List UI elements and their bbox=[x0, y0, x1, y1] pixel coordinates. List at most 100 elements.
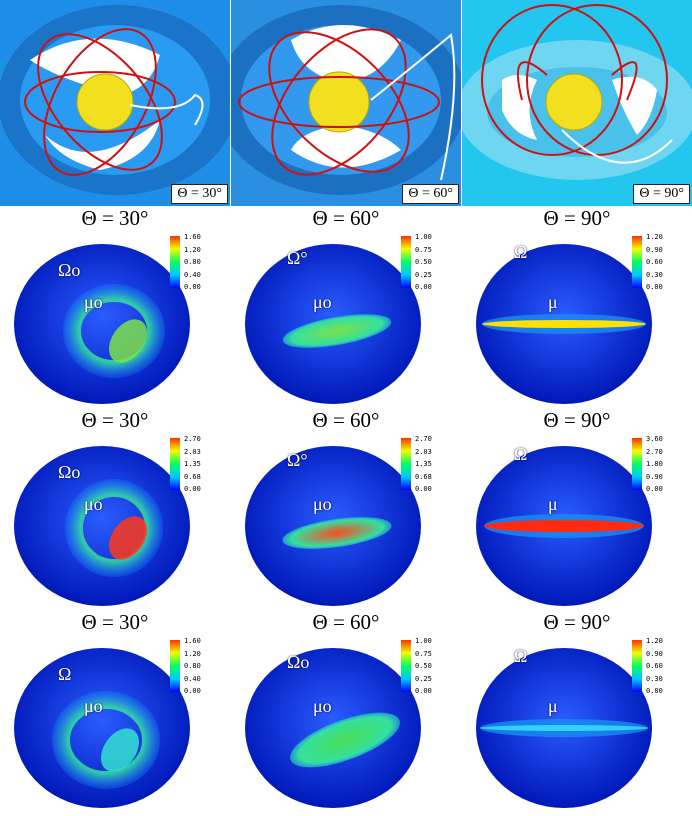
disk-title: Θ = 60° bbox=[312, 408, 380, 432]
colorbar-tick-label: 0.75 bbox=[415, 245, 432, 254]
colorbar-tick-label: 1.00 bbox=[415, 233, 432, 241]
render-panel-90: Θ = 90° bbox=[462, 0, 692, 206]
colorbar bbox=[170, 438, 180, 490]
disk-panel: Θ = 60° Ωo μo 0.00 0.25 0.50 0.75 1.00 bbox=[231, 610, 461, 810]
colorbar-tick-label: 0.00 bbox=[415, 283, 432, 291]
mu-label: μ bbox=[548, 494, 558, 514]
disk-plot bbox=[245, 236, 421, 404]
omega-label: Ω° bbox=[287, 450, 308, 470]
colorbar bbox=[401, 236, 411, 288]
colorbar-ticks: 0.00 0.25 0.50 0.75 1.00 bbox=[415, 637, 432, 695]
colorbar-tick-label: 0.50 bbox=[415, 662, 432, 670]
disk-plot bbox=[476, 438, 652, 606]
colorbar-tick-label: 1.20 bbox=[184, 245, 201, 254]
colorbar-tick-label: 0.90 bbox=[646, 472, 663, 481]
mu-label: μo bbox=[84, 292, 103, 312]
colorbar-tick-label: 0.40 bbox=[184, 270, 201, 279]
colorbar bbox=[170, 640, 180, 692]
colorbar-tick-label: 0.25 bbox=[415, 674, 432, 683]
disk-title: Θ = 90° bbox=[543, 610, 611, 634]
colorbar-tick-label: 0.00 bbox=[646, 485, 663, 493]
omega-label: Ω bbox=[58, 664, 72, 684]
disk-plot bbox=[476, 236, 652, 404]
colorbar-tick-label: 0.00 bbox=[184, 283, 201, 291]
disk-title: Θ = 30° bbox=[81, 610, 149, 634]
omega-label: Ωo bbox=[58, 260, 81, 280]
colorbar-tick-label: 0.00 bbox=[646, 687, 663, 695]
disk-title: Θ = 30° bbox=[81, 206, 149, 230]
colorbar-tick-label: 0.80 bbox=[184, 662, 201, 670]
colorbar-tick-label: 1.20 bbox=[184, 649, 201, 658]
colorbar-tick-label: 2.70 bbox=[184, 435, 201, 443]
disk-panel: Θ = 30° Ωo μo 0.00 0.68 1.35 2.03 2.70 bbox=[0, 408, 230, 608]
colorbar-tick-label: 1.60 bbox=[184, 233, 201, 241]
colorbar bbox=[632, 236, 642, 288]
disk-title: Θ = 90° bbox=[543, 206, 611, 230]
render-panel-30: Θ = 30° bbox=[0, 0, 230, 206]
omega-label: Ω° bbox=[287, 248, 308, 268]
colorbar-tick-label: 1.60 bbox=[184, 637, 201, 645]
colorbar-tick-label: 1.35 bbox=[184, 460, 201, 468]
omega-label: Ω bbox=[514, 646, 528, 666]
colorbar-tick-label: 0.30 bbox=[646, 674, 663, 683]
colorbar-tick-label: 0.60 bbox=[646, 662, 663, 670]
disk-title: Θ = 60° bbox=[312, 610, 380, 634]
colorbar-tick-label: 2.70 bbox=[415, 435, 432, 443]
colorbar bbox=[401, 640, 411, 692]
disk-panel: Θ = 60° Ω° μo 0.00 0.68 1.35 2.03 2.70 bbox=[231, 408, 461, 608]
colorbar-tick-label: 3.60 bbox=[646, 435, 663, 443]
mu-label: μo bbox=[84, 696, 103, 716]
omega-label: Ωo bbox=[287, 652, 310, 672]
colorbar-tick-label: 0.68 bbox=[415, 472, 432, 481]
colorbar-ticks: 0.00 0.40 0.80 1.20 1.60 bbox=[184, 233, 201, 291]
colorbar bbox=[632, 438, 642, 490]
colorbar-tick-label: 2.03 bbox=[184, 447, 201, 456]
colorbar-tick-label: 1.20 bbox=[646, 637, 663, 645]
mu-label: μo bbox=[313, 696, 332, 716]
disk-plot bbox=[14, 236, 190, 404]
colorbar-tick-label: 0.90 bbox=[646, 649, 663, 658]
disk-title: Θ = 60° bbox=[312, 206, 380, 230]
colorbar-ticks: 0.00 0.25 0.50 0.75 1.00 bbox=[415, 233, 432, 291]
colorbar-tick-label: 0.80 bbox=[184, 258, 201, 266]
colorbar-tick-label: 1.00 bbox=[415, 637, 432, 645]
colorbar-tick-label: 0.68 bbox=[184, 472, 201, 481]
colorbar-ticks: 0.00 0.68 1.35 2.03 2.70 bbox=[184, 435, 201, 493]
omega-label: Ωo bbox=[58, 462, 81, 482]
render-60-label: Θ = 60° bbox=[402, 184, 459, 204]
colorbar-tick-label: 1.20 bbox=[646, 233, 663, 241]
colorbar-tick-label: 0.50 bbox=[415, 258, 432, 266]
colorbar bbox=[401, 438, 411, 490]
disk-plot bbox=[476, 640, 652, 808]
mu-label: μo bbox=[313, 292, 332, 312]
omega-label: Ω bbox=[514, 242, 528, 262]
colorbar-tick-label: 0.25 bbox=[415, 270, 432, 279]
colorbar-tick-label: 2.03 bbox=[415, 447, 432, 456]
render-90-graphic bbox=[462, 0, 692, 206]
colorbar-ticks: 0.00 0.90 1.80 2.70 3.60 bbox=[646, 435, 663, 493]
render-90-label: Θ = 90° bbox=[633, 184, 690, 204]
colorbar-tick-label: 0.30 bbox=[646, 270, 663, 279]
disk-panel: Θ = 60° Ω° μo 0.00 0.25 0.50 0.75 1.00 bbox=[231, 206, 461, 406]
colorbar-ticks: 0.00 0.40 0.80 1.20 1.60 bbox=[184, 637, 201, 695]
render-panel-60: Θ = 60° bbox=[231, 0, 461, 206]
colorbar-tick-label: 2.70 bbox=[646, 447, 663, 456]
mu-label: μo bbox=[313, 494, 332, 514]
colorbar-tick-label: 0.00 bbox=[415, 687, 432, 695]
colorbar-tick-label: 1.35 bbox=[415, 460, 432, 468]
disk-plot bbox=[245, 640, 421, 808]
colorbar-tick-label: 0.00 bbox=[415, 485, 432, 493]
mu-label: μo bbox=[84, 494, 103, 514]
disk-panel: Θ = 30° Ωo μo 0.00 0.40 0.80 1.20 1.60 bbox=[0, 206, 230, 406]
colorbar bbox=[170, 236, 180, 288]
colorbar-ticks: 0.00 0.30 0.60 0.90 1.20 bbox=[646, 233, 663, 291]
colorbar-tick-label: 0.00 bbox=[184, 687, 201, 695]
colorbar-tick-label: 0.60 bbox=[646, 258, 663, 266]
colorbar-tick-label: 0.75 bbox=[415, 649, 432, 658]
colorbar-tick-label: 0.40 bbox=[184, 674, 201, 683]
colorbar-tick-label: 1.80 bbox=[646, 460, 663, 468]
